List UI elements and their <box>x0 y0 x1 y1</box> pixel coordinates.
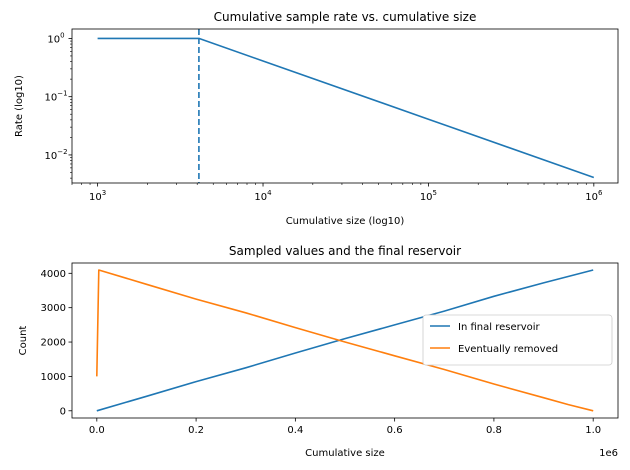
bottom-series-line <box>96 269 594 412</box>
legend-label: In final reservoir <box>458 322 541 333</box>
top-x-tick-label: 106 <box>585 189 603 203</box>
top-x-axis-label: Cumulative size (log10) <box>286 216 405 227</box>
bottom-series-line <box>96 269 594 412</box>
top-axes-frame <box>71 28 619 184</box>
bottom-y-axis-label: Count <box>18 326 29 356</box>
top-chart-title: Cumulative sample rate vs. cumulative si… <box>214 10 477 24</box>
legend-box <box>422 314 613 366</box>
bottom-x-tick-label: 0.6 <box>387 425 403 436</box>
bottom-x-axis-label: Cumulative size <box>305 448 385 459</box>
bottom-y-tick-label: 1000 <box>41 372 66 383</box>
bottom-x-tick-label: 0.0 <box>89 425 105 436</box>
top-x-tick-label: 105 <box>420 189 437 203</box>
top-y-tick-label: 10−2 <box>44 148 67 162</box>
bottom-legend: In final reservoir Eventually removed <box>422 314 613 366</box>
bottom-axes-frame <box>71 262 619 419</box>
top-x-tick-label: 104 <box>254 189 272 203</box>
bottom-x-offset-label: 1e6 <box>599 448 618 459</box>
bottom-x-tick-label: 0.8 <box>486 425 502 436</box>
top-y-tick-label: 100 <box>47 31 64 45</box>
top-y-tick-label: 10−1 <box>44 90 67 104</box>
bottom-y-tick-label: 0 <box>60 406 66 417</box>
top-series-line <box>97 37 595 179</box>
bottom-x-tick-label: 0.4 <box>287 425 303 436</box>
bottom-y-tick-label: 4000 <box>41 269 66 280</box>
bottom-y-tick-label: 3000 <box>41 303 66 314</box>
bottom-x-tick-label: 0.2 <box>188 425 204 436</box>
top-x-tick-label: 103 <box>89 189 106 203</box>
legend-label: Eventually removed <box>458 344 558 355</box>
bottom-chart-title: Sampled values and the final reservoir <box>229 244 461 258</box>
bottom-x-tick-label: 1.0 <box>585 425 601 436</box>
top-y-axis-label: Rate (log10) <box>14 75 25 137</box>
bottom-y-tick-label: 2000 <box>41 338 66 349</box>
